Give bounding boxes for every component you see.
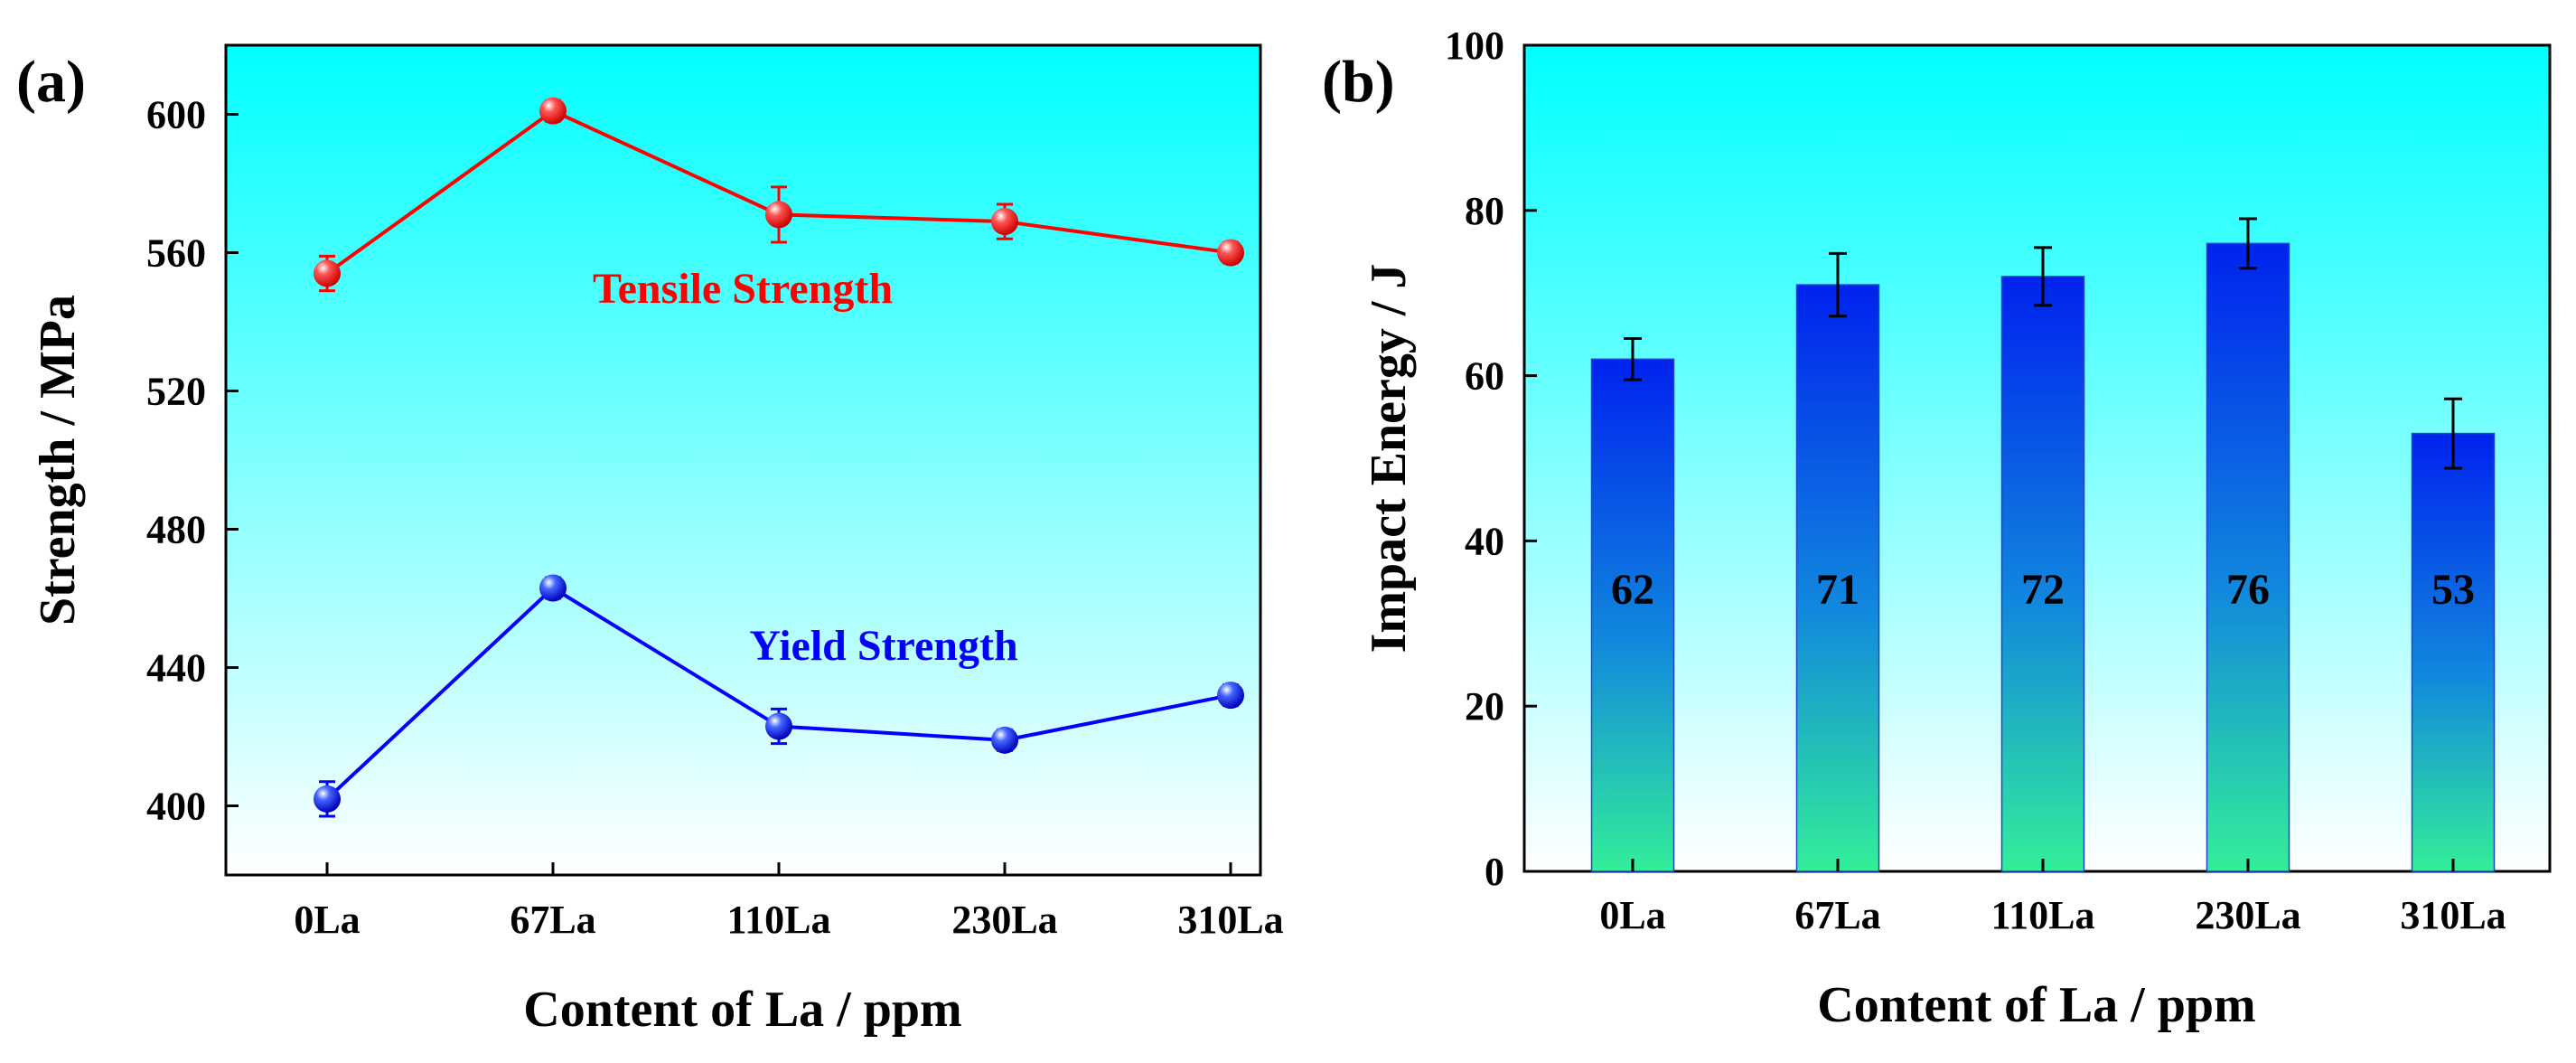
data-point — [991, 208, 1018, 236]
panel-a-x-axis: 0La 67La 110La 230La 310La — [294, 862, 1284, 942]
x-tick-label: 110La — [1991, 893, 2095, 937]
panel-a-x-axis-title: Content of La / ppm — [523, 982, 961, 1038]
y-tick-label: 560 — [146, 231, 206, 276]
tensile-strength-label: Tensile Strength — [593, 265, 893, 313]
y-tick-label: 400 — [146, 785, 206, 829]
panel-b-bars: 62 71 72 76 53 — [1590, 217, 2496, 872]
y-tick-label: 520 — [146, 370, 206, 414]
panel-b-y-axis: 0 20 40 60 80 100 — [1445, 24, 1537, 894]
bar — [2000, 276, 2085, 872]
bar-data-label: 53 — [2431, 566, 2475, 614]
data-point — [314, 785, 341, 813]
x-tick-label: 0La — [294, 898, 360, 942]
data-point — [765, 201, 792, 229]
x-tick-label: 310La — [2400, 893, 2506, 937]
y-tick-label: 80 — [1465, 189, 1504, 233]
y-tick-label: 600 — [146, 93, 206, 137]
panel-b-x-axis-title: Content of La / ppm — [1817, 977, 2255, 1033]
x-tick-label: 110La — [727, 898, 831, 942]
y-tick-label: 480 — [146, 508, 206, 552]
data-point — [765, 712, 792, 740]
y-tick-label: 20 — [1465, 684, 1504, 729]
yield-strength-label: Yield Strength — [749, 622, 1017, 670]
y-tick-label: 40 — [1465, 519, 1504, 563]
x-tick-label: 230La — [951, 898, 1057, 942]
panel-a-plot-area — [224, 43, 1262, 877]
x-tick-label: 67La — [1794, 893, 1880, 937]
panel-b-impact-energy-chart: 62 71 72 76 53 0 20 40 60 80 100 0La 67La 110La 230L… — [1322, 24, 2552, 1033]
panel-a-series — [314, 97, 1244, 818]
bar-data-label: 72 — [2021, 566, 2065, 614]
data-point — [539, 97, 567, 125]
y-tick-label: 60 — [1465, 354, 1504, 399]
data-point — [539, 574, 567, 602]
x-tick-label: 230La — [2195, 893, 2300, 937]
y-tick-label: 440 — [146, 646, 206, 691]
y-tick-label: 100 — [1445, 24, 1504, 68]
panel-a-y-axis: 400 440 480 520 560 600 — [146, 93, 239, 829]
x-tick-label: 310La — [1177, 898, 1283, 942]
bar-data-label: 62 — [1611, 566, 1654, 614]
bar — [2206, 242, 2290, 872]
x-tick-label: 67La — [510, 898, 595, 942]
panel-b-label: (b) — [1322, 49, 1395, 115]
data-point — [1217, 682, 1244, 710]
data-point — [1217, 239, 1244, 267]
y-tick-label: 0 — [1485, 850, 1504, 894]
panel-b-y-axis-title: Impact Energy / J — [1361, 264, 1417, 654]
panel-b-x-axis: 0La 67La 110La 230La 310La — [1599, 859, 2506, 937]
panel-a-y-axis-title: Strength / MPa — [30, 295, 86, 626]
data-point — [991, 726, 1018, 754]
bar — [2411, 432, 2496, 872]
panel-a-strength-chart: 400 440 480 520 560 600 0La 67La 110La 230La 310L… — [16, 43, 1284, 1038]
data-point — [314, 259, 341, 287]
bar-data-label: 76 — [2226, 566, 2270, 614]
panel-a-label: (a) — [16, 49, 86, 115]
bar-data-label: 71 — [1816, 566, 1859, 614]
x-tick-label: 0La — [1599, 893, 1665, 937]
bar — [1590, 358, 1675, 872]
bar — [1795, 284, 1880, 872]
